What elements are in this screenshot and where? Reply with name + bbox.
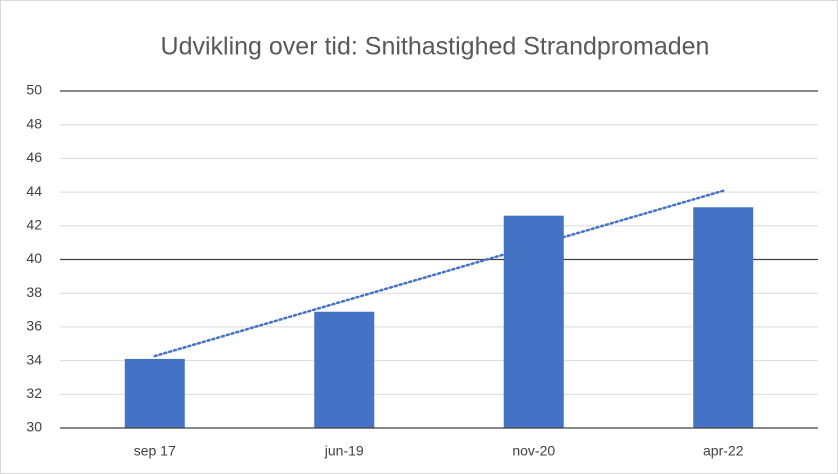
y-tick-label: 48 [26, 115, 42, 131]
y-tick-label: 36 [26, 318, 42, 334]
y-tick-label: 46 [26, 149, 42, 165]
y-tick-label: 50 [26, 82, 42, 98]
y-tick-label: 32 [26, 385, 42, 401]
chart-title: Udvikling over tid: Snithastighed Strand… [161, 33, 710, 61]
trendline [153, 189, 725, 358]
y-tick-label: 44 [26, 183, 42, 199]
bar [124, 358, 185, 428]
bar [314, 311, 375, 428]
y-tick-label: 42 [26, 217, 42, 233]
x-tick-label: jun-19 [324, 443, 364, 459]
y-tick-label: 40 [26, 250, 42, 266]
y-tick-label: 38 [26, 284, 42, 300]
bar [503, 215, 564, 428]
x-tick-label: sep 17 [134, 443, 176, 459]
y-tick-label: 34 [26, 351, 42, 367]
x-tick-label: apr-22 [703, 443, 744, 459]
y-tick-label: 30 [26, 419, 42, 435]
x-tick-label: nov-20 [512, 443, 555, 459]
bar [693, 207, 754, 428]
